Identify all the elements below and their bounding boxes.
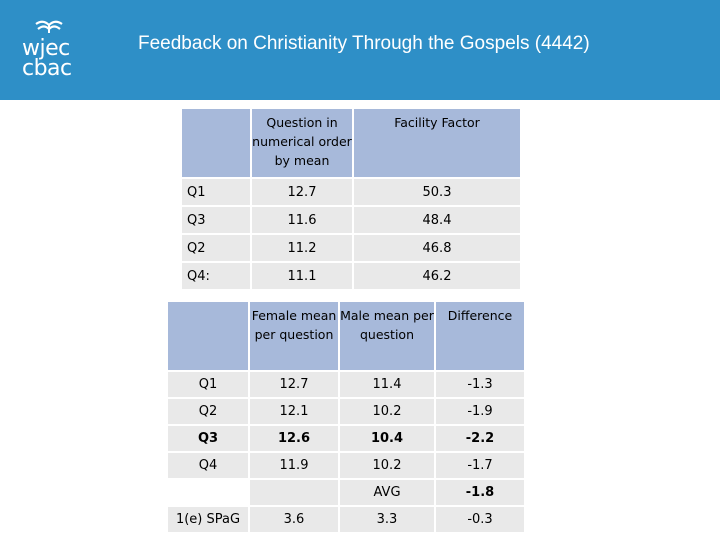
question-cell: Q1 bbox=[168, 372, 248, 397]
male-cell: 3.3 bbox=[340, 507, 434, 532]
header-cell-difference: Difference bbox=[436, 302, 524, 370]
gender-comparison-table: Female mean per question Male mean per q… bbox=[166, 300, 526, 534]
table-row: Q1 12.7 11.4 -1.3 bbox=[168, 372, 524, 397]
facility-cell: 50.3 bbox=[354, 179, 520, 205]
female-cell: 3.6 bbox=[250, 507, 338, 532]
question-cell: Q3 bbox=[182, 207, 250, 233]
wjec-logo: wjec cbac bbox=[20, 18, 86, 84]
question-cell: Q2 bbox=[168, 399, 248, 424]
header-cell-male-mean: Male mean per question bbox=[340, 302, 434, 370]
difference-cell: -1.3 bbox=[436, 372, 524, 397]
question-cell: Q2 bbox=[182, 235, 250, 261]
logo-text-wjec: wjec bbox=[22, 36, 70, 61]
female-cell: 12.7 bbox=[250, 372, 338, 397]
header-cell-facility-factor: Facility Factor bbox=[354, 109, 520, 177]
avg-label-cell: AVG bbox=[340, 480, 434, 505]
male-cell: 10.2 bbox=[340, 453, 434, 478]
facility-cell: 46.2 bbox=[354, 263, 520, 289]
mean-cell: 11.2 bbox=[252, 235, 352, 261]
female-cell bbox=[250, 480, 338, 505]
question-cell: Q4 bbox=[168, 453, 248, 478]
table-row: Q2 11.2 46.8 bbox=[182, 235, 520, 261]
male-cell: 10.2 bbox=[340, 399, 434, 424]
mean-cell: 11.6 bbox=[252, 207, 352, 233]
header-cell-empty bbox=[168, 302, 248, 370]
female-cell: 12.1 bbox=[250, 399, 338, 424]
female-cell: 11.9 bbox=[250, 453, 338, 478]
male-cell: 10.4 bbox=[340, 426, 434, 451]
question-cell: Q1 bbox=[182, 179, 250, 205]
avg-difference-cell: -1.8 bbox=[436, 480, 524, 505]
table-row-average: AVG -1.8 bbox=[168, 480, 524, 505]
table-row: Q4: 11.1 46.2 bbox=[182, 263, 520, 289]
question-cell: Q3 bbox=[168, 426, 248, 451]
question-cell bbox=[168, 480, 248, 505]
table-row: Q3 12.6 10.4 -2.2 bbox=[168, 426, 524, 451]
table-header-row: Question in numerical order by mean Faci… bbox=[182, 109, 520, 177]
header-cell-empty bbox=[182, 109, 250, 177]
table-row: Q3 11.6 48.4 bbox=[182, 207, 520, 233]
header-cell-female-mean: Female mean per question bbox=[250, 302, 338, 370]
facility-cell: 46.8 bbox=[354, 235, 520, 261]
facility-factor-table: Question in numerical order by mean Faci… bbox=[180, 107, 522, 291]
mean-cell: 11.1 bbox=[252, 263, 352, 289]
book-icon bbox=[35, 20, 63, 33]
facility-cell: 48.4 bbox=[354, 207, 520, 233]
header-banner: wjec cbac Feedback on Christianity Throu… bbox=[0, 0, 720, 100]
male-cell: 11.4 bbox=[340, 372, 434, 397]
female-cell: 12.6 bbox=[250, 426, 338, 451]
page-title: Feedback on Christianity Through the Gos… bbox=[138, 33, 590, 54]
logo-text-cbac: cbac bbox=[22, 56, 72, 81]
table-row: Q4 11.9 10.2 -1.7 bbox=[168, 453, 524, 478]
question-cell: Q4: bbox=[182, 263, 250, 289]
difference-cell: -1.7 bbox=[436, 453, 524, 478]
difference-cell: -0.3 bbox=[436, 507, 524, 532]
table-row: Q1 12.7 50.3 bbox=[182, 179, 520, 205]
table-row: Q2 12.1 10.2 -1.9 bbox=[168, 399, 524, 424]
header-cell-mean-order: Question in numerical order by mean bbox=[252, 109, 352, 177]
mean-cell: 12.7 bbox=[252, 179, 352, 205]
table-row-spag: 1(e) SPaG 3.6 3.3 -0.3 bbox=[168, 507, 524, 532]
difference-cell: -2.2 bbox=[436, 426, 524, 451]
difference-cell: -1.9 bbox=[436, 399, 524, 424]
question-cell: 1(e) SPaG bbox=[168, 507, 248, 532]
table-header-row: Female mean per question Male mean per q… bbox=[168, 302, 524, 370]
